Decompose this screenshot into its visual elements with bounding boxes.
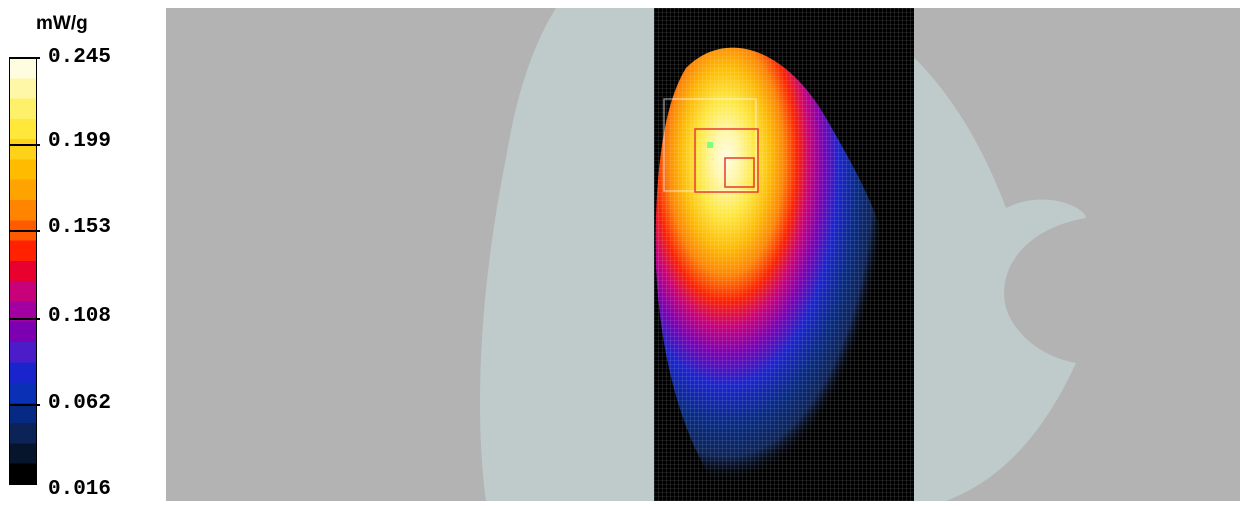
legend-tick-label: 0.108: [48, 305, 112, 328]
legend-tick-label: 0.199: [48, 130, 112, 153]
legend-tick-line: [9, 230, 40, 232]
zoom-scan-box: [694, 128, 759, 193]
legend-tick-line: [9, 57, 40, 59]
legend-tick-label: 0.062: [48, 392, 112, 415]
legend-tick-line: [9, 144, 40, 146]
sar-distribution-plot: [166, 8, 1240, 501]
sar-plot-svg: [166, 8, 1240, 501]
legend-tick-label: 0.016: [48, 478, 112, 501]
color-scale-legend: mW/g 0.245 0.199 0.153 0.108 0.062 0.016: [0, 0, 165, 501]
peak-location-box: [724, 157, 755, 188]
legend-tick-label: 0.245: [48, 46, 112, 69]
legend-tick-label: 0.153: [48, 216, 112, 239]
legend-tick-line: [9, 404, 40, 406]
legend-tick-line: [9, 318, 40, 320]
zoom-scan-outer-box: [663, 98, 757, 192]
legend-color-bar: [9, 57, 37, 485]
measurement-mesh: [654, 8, 914, 501]
probe-marker: [707, 142, 713, 148]
legend-unit: mW/g: [36, 13, 88, 34]
